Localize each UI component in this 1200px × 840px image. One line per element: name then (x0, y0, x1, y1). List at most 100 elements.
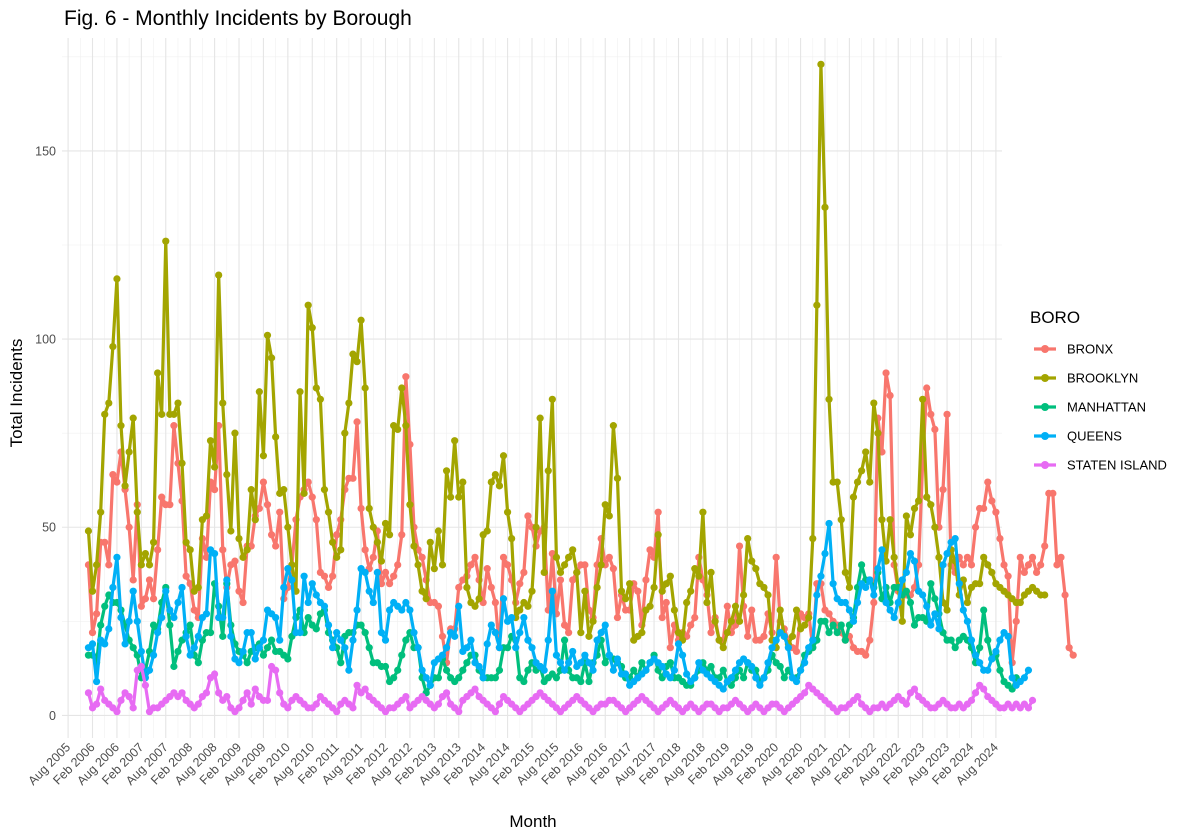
data-point (780, 632, 788, 640)
data-point (813, 301, 821, 309)
data-point (495, 700, 504, 708)
data-point (255, 388, 263, 396)
data-point (499, 452, 508, 460)
data-point (943, 410, 951, 418)
data-point (707, 568, 715, 577)
data-point (512, 644, 520, 652)
data-point (988, 497, 996, 505)
data-point (117, 422, 125, 430)
data-point (182, 538, 190, 546)
data-point (955, 580, 963, 588)
data-point (353, 418, 361, 426)
data-point (740, 591, 748, 599)
data-point (662, 598, 670, 607)
data-point (426, 538, 434, 546)
data-point (902, 512, 910, 520)
data-point (678, 651, 687, 659)
data-point (239, 696, 247, 704)
data-point (284, 704, 292, 712)
data-point (524, 636, 532, 644)
data-point (483, 640, 491, 648)
data-point (560, 621, 569, 629)
legend-item-queens: QUEENS (1034, 429, 1122, 444)
data-point (125, 448, 133, 456)
chart-title: Fig. 6 - Monthly Incidents by Borough (64, 7, 412, 30)
data-point (422, 595, 430, 603)
data-point (613, 474, 622, 482)
data-point (1024, 561, 1033, 569)
data-point (296, 388, 304, 396)
data-point (414, 644, 422, 652)
data-point (109, 470, 117, 479)
data-point (723, 629, 731, 637)
series-queens (84, 519, 1033, 693)
data-point (638, 659, 646, 667)
data-point (951, 644, 959, 652)
data-point (117, 696, 125, 704)
data-point (206, 437, 215, 445)
data-point (442, 689, 451, 697)
data-point (719, 666, 727, 674)
data-point (211, 549, 219, 558)
data-point (373, 568, 381, 577)
data-point (190, 606, 198, 614)
data-point (589, 666, 597, 674)
data-point (939, 486, 947, 494)
data-point (748, 662, 756, 671)
data-point (451, 437, 459, 445)
data-point (247, 486, 255, 494)
data-point (569, 546, 577, 554)
data-point (683, 598, 691, 607)
data-point (442, 467, 451, 475)
data-point (381, 636, 390, 644)
y-tick-label: 0 (49, 709, 56, 723)
data-point (394, 561, 402, 569)
y-axis-ticks: 0 50 100 150 (35, 144, 56, 723)
data-point (406, 501, 414, 509)
data-point (206, 629, 215, 637)
data-point (927, 621, 935, 629)
data-point (430, 565, 438, 573)
data-point (133, 617, 141, 625)
data-point (927, 501, 935, 509)
series-line-queens (87, 521, 1030, 691)
data-point (744, 632, 752, 640)
data-point (487, 478, 495, 486)
data-point (870, 399, 878, 407)
data-point (247, 629, 255, 637)
data-point (707, 662, 715, 671)
data-point (158, 493, 166, 501)
data-point (434, 674, 443, 682)
data-point (418, 587, 426, 595)
data-point (874, 565, 882, 573)
data-point (695, 572, 703, 580)
data-point (235, 659, 243, 667)
legend-title: BORO (1030, 308, 1080, 327)
data-point (898, 617, 906, 625)
data-point (919, 395, 927, 403)
data-point (377, 557, 386, 565)
data-point (597, 561, 605, 569)
data-point (345, 399, 353, 407)
data-point (178, 459, 186, 467)
data-point (634, 587, 642, 595)
data-point (788, 632, 797, 640)
data-point (357, 504, 365, 513)
data-point (524, 666, 532, 674)
data-point (862, 448, 870, 456)
data-point (451, 632, 459, 640)
data-point (377, 629, 386, 637)
data-point (862, 583, 870, 592)
data-point (137, 602, 145, 610)
data-point (906, 531, 915, 539)
data-point (923, 602, 931, 610)
data-point (418, 553, 426, 561)
data-point (520, 677, 528, 686)
data-point (931, 523, 939, 531)
data-point (125, 693, 133, 701)
data-point (1004, 632, 1012, 640)
data-point (255, 644, 263, 652)
data-point (438, 651, 447, 659)
data-point (886, 391, 894, 400)
data-point (581, 651, 589, 659)
